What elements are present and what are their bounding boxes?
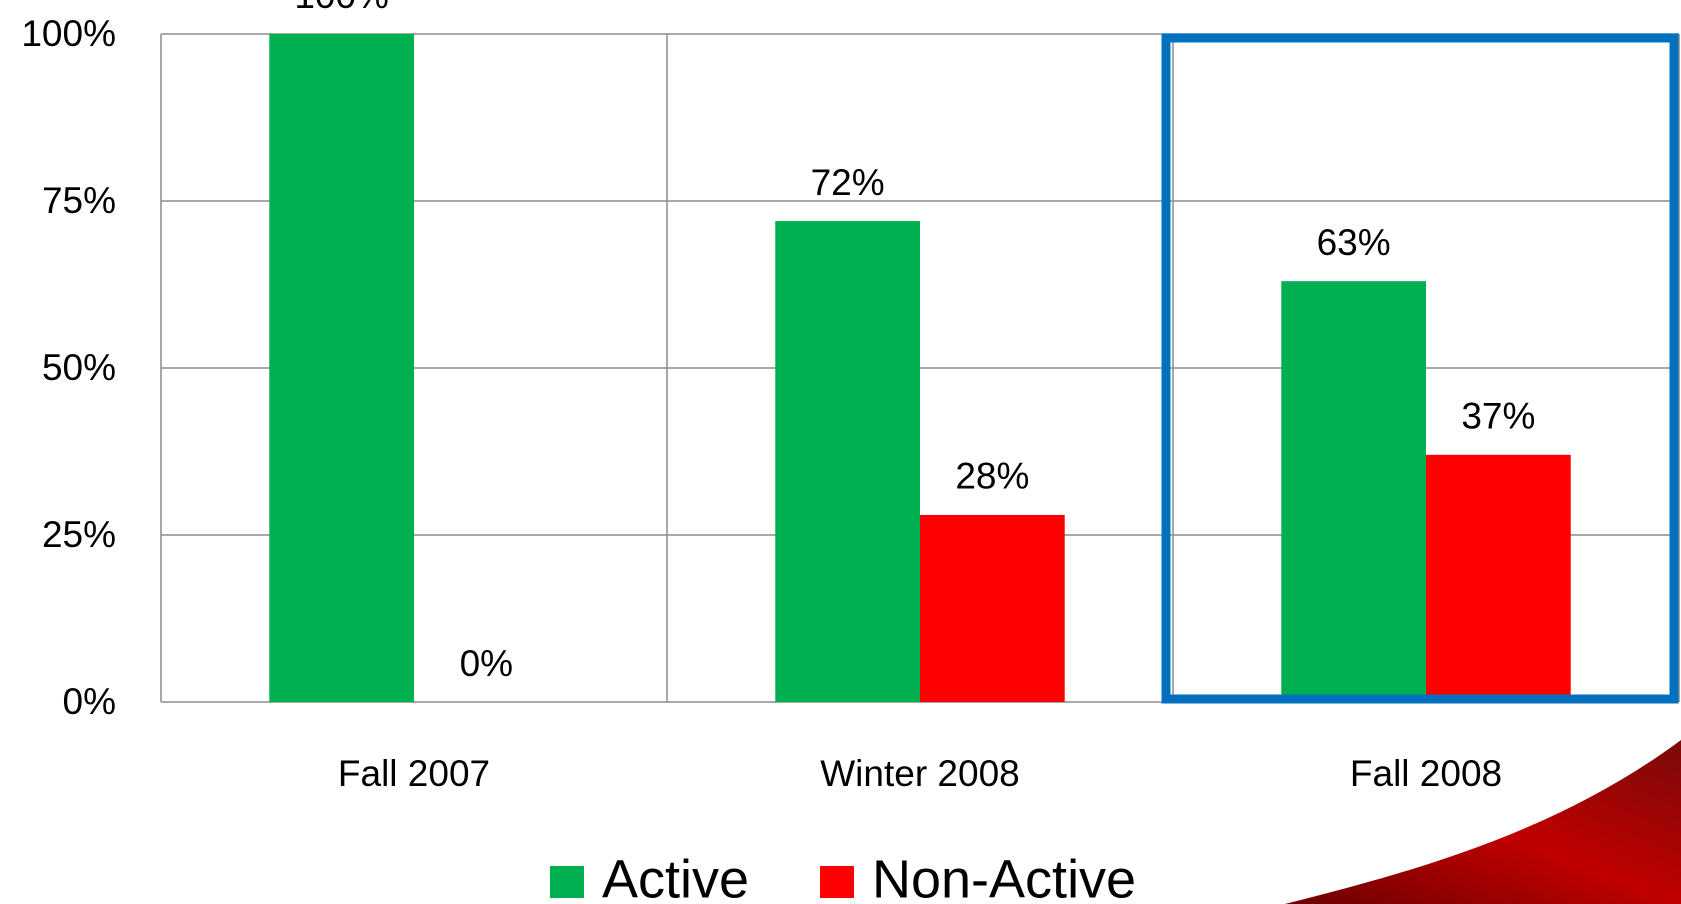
legend-swatch: [820, 866, 854, 898]
bar: [920, 514, 1065, 702]
x-tick-label: Winter 2008: [820, 753, 1020, 794]
value-label: 37%: [1461, 396, 1535, 437]
x-tick-label: Fall 2008: [1350, 753, 1502, 794]
y-tick-label: 25%: [42, 514, 116, 555]
decoration-swoosh: [1285, 740, 1681, 904]
value-label: 63%: [1317, 222, 1391, 263]
y-tick-label: 100%: [21, 13, 116, 54]
bar: [1426, 454, 1571, 702]
bar: [1281, 281, 1426, 702]
value-label: 28%: [955, 456, 1029, 497]
bar: [269, 34, 414, 702]
legend-label: Non-Active: [872, 849, 1136, 904]
bar: [775, 221, 920, 703]
legend-swatch: [550, 866, 584, 898]
y-tick-label: 0%: [63, 681, 116, 722]
y-tick-label: 50%: [42, 347, 116, 388]
x-tick-label: Fall 2007: [338, 753, 490, 794]
value-label: 100%: [294, 0, 389, 16]
highlight-box: [1161, 33, 1679, 704]
y-tick-label: 75%: [42, 180, 116, 221]
plot-area: 0% 25% 50% 75% 100% Fall 2007 100% 0% Winter 200…: [21, 0, 1680, 794]
legend-label: Active: [602, 849, 749, 904]
value-label: 72%: [811, 162, 885, 203]
value-label: 0%: [460, 643, 513, 684]
